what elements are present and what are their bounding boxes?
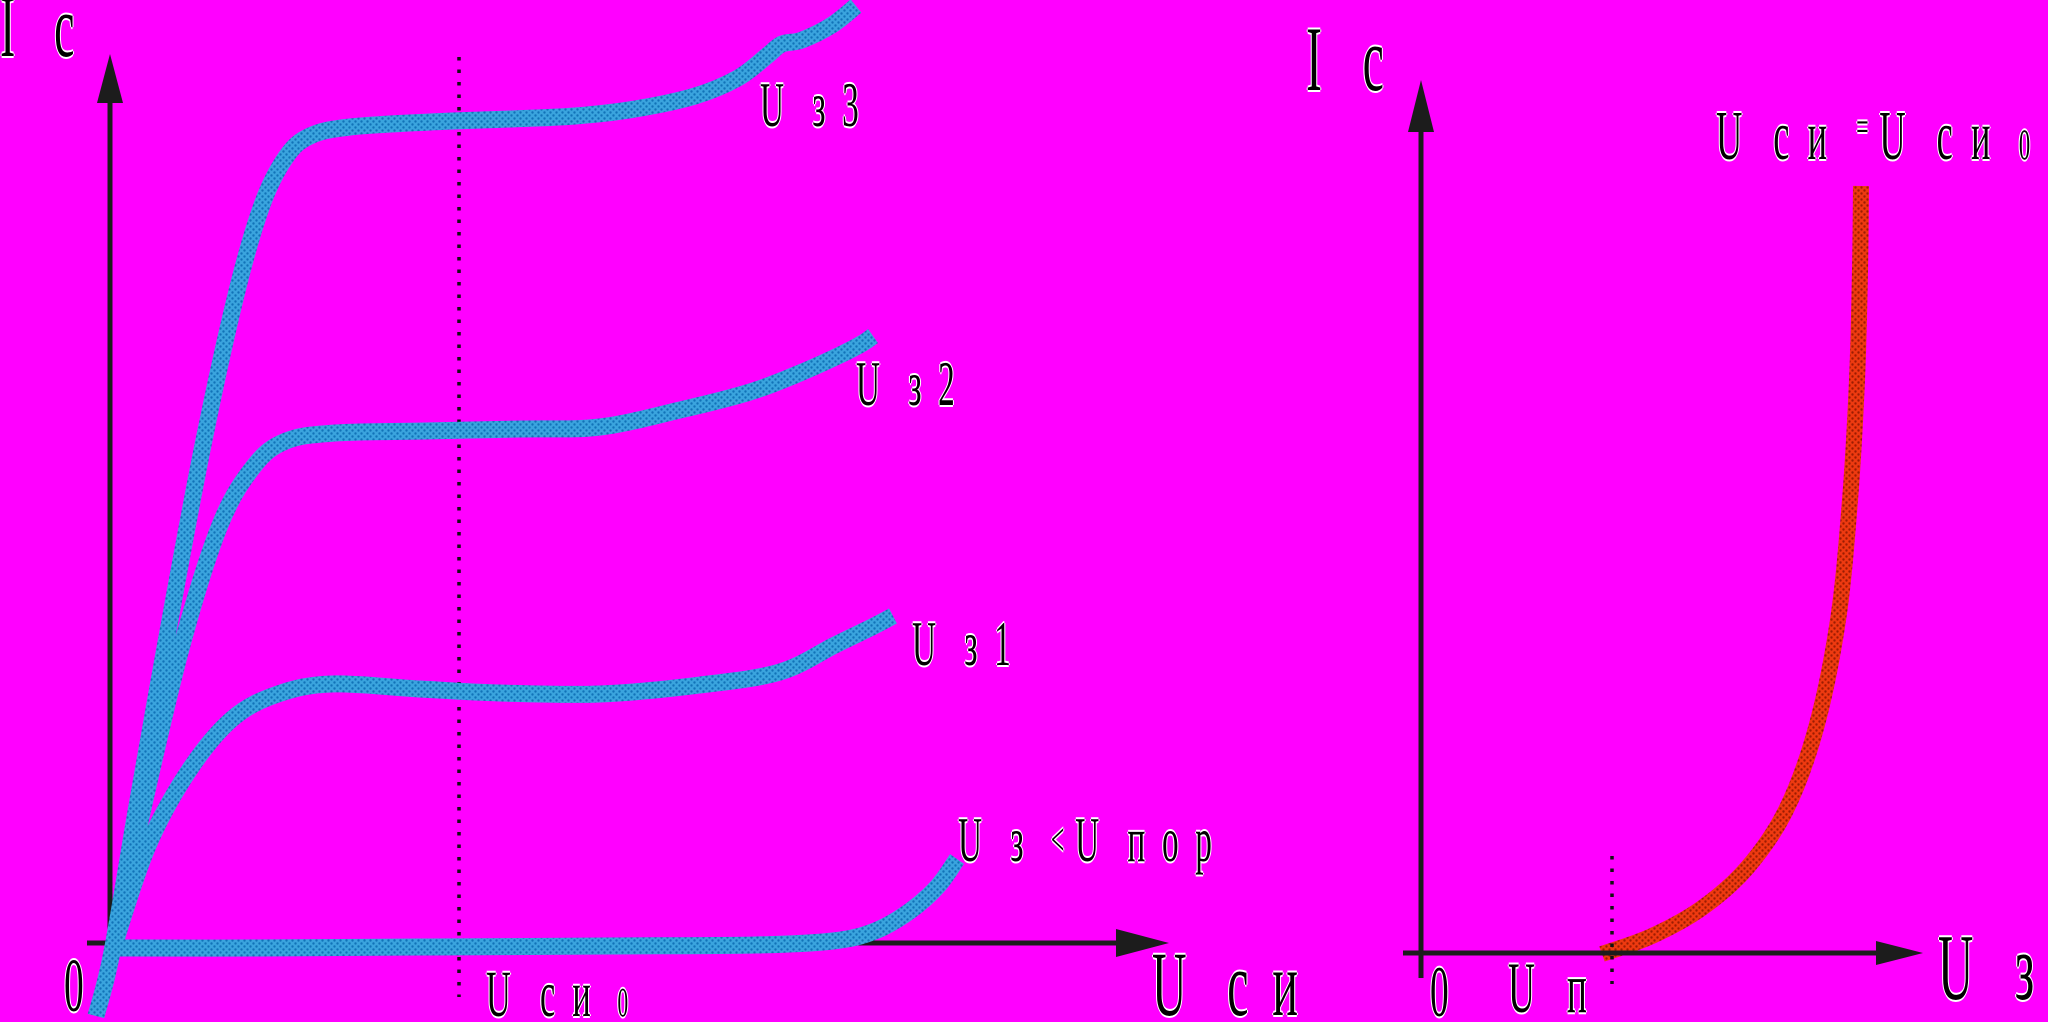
left-y-axis-arrow: [97, 54, 123, 103]
label-base: U: [856, 348, 881, 419]
label-base: U: [958, 804, 983, 875]
label-subscript: си: [1227, 933, 1322, 1031]
right-origin-label: 0: [1430, 956, 1449, 1028]
label-subscript: си: [1936, 98, 2009, 175]
label-base: 0: [1430, 952, 1449, 1031]
label-base: 0: [64, 944, 84, 1028]
bottom-white-strip: [0, 1022, 2048, 1031]
right-x-axis-label: Uз: [1938, 921, 2048, 1015]
label-base: U: [1716, 98, 1743, 175]
curve-below-threshold: [111, 854, 965, 957]
label-subscript: п: [1566, 948, 1606, 1028]
label-base: U: [912, 608, 937, 679]
label-base: U: [486, 958, 511, 1031]
curve-uz1: [103, 608, 897, 955]
label-index: 3: [842, 69, 859, 140]
label-index: 1: [994, 608, 1011, 679]
left-origin-label: 0: [64, 948, 84, 1024]
label-base: U: [1938, 916, 1974, 1020]
label-base: U: [760, 69, 785, 140]
label-subscript: си: [1773, 98, 1846, 175]
label-base: U: [1508, 948, 1536, 1028]
left-x-axis-arrow: [1116, 929, 1169, 957]
label-subscript: си: [539, 958, 608, 1031]
label-base: U: [1075, 804, 1100, 875]
label-subscript: з: [2015, 916, 2048, 1020]
less-than-sign: <: [1050, 814, 1065, 866]
label-subscript: с: [1362, 8, 1408, 110]
label-subscript: з: [964, 608, 995, 679]
label-subscript: з: [908, 348, 939, 419]
label-base: U: [1152, 933, 1187, 1031]
curve-uz2: [103, 329, 879, 954]
label-zero: 0: [617, 980, 629, 1025]
label-subscript: з: [812, 69, 843, 140]
equals-sign: =: [1856, 105, 1869, 152]
curve-transfer-characteristic: [1599, 185, 1869, 962]
label-subscript: пор: [1127, 804, 1229, 875]
label-base: I: [0, 0, 16, 76]
curve-uz3: [87, 0, 862, 1019]
right-y-axis-arrow: [1408, 80, 1434, 132]
label-index: 2: [938, 348, 955, 419]
label-base: U: [1879, 98, 1906, 175]
label-subscript: з: [1010, 804, 1041, 875]
right-x-axis-arrow: [1876, 941, 1923, 965]
label-base: I: [1306, 8, 1322, 110]
label-zero: 0: [2018, 121, 2031, 169]
label-subscript: с: [54, 0, 98, 76]
